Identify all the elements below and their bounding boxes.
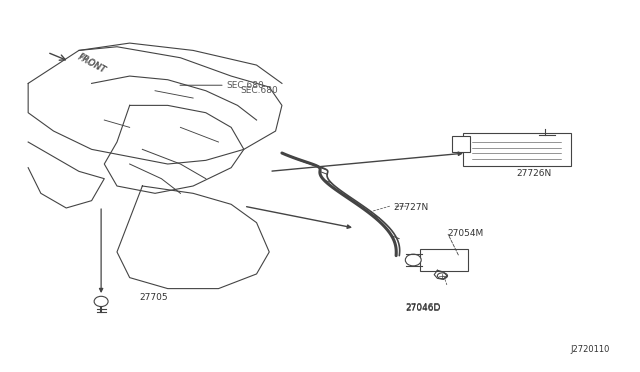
FancyBboxPatch shape	[452, 136, 470, 152]
Circle shape	[437, 273, 447, 279]
Text: SEC.680: SEC.680	[226, 81, 264, 90]
Text: 27046D: 27046D	[406, 303, 441, 312]
FancyBboxPatch shape	[420, 249, 468, 272]
Text: 27054M: 27054M	[447, 229, 483, 238]
Ellipse shape	[405, 254, 421, 266]
Text: FRONT: FRONT	[76, 53, 107, 75]
Text: 27727N: 27727N	[393, 203, 428, 212]
Text: 27705: 27705	[139, 293, 168, 302]
Text: J2720110: J2720110	[571, 344, 610, 353]
Text: 27046D: 27046D	[406, 304, 441, 313]
FancyBboxPatch shape	[463, 133, 571, 166]
Text: 27726N: 27726N	[516, 169, 552, 178]
Text: SEC.680: SEC.680	[241, 86, 278, 95]
Ellipse shape	[94, 296, 108, 307]
Text: FRONT: FRONT	[76, 52, 107, 75]
